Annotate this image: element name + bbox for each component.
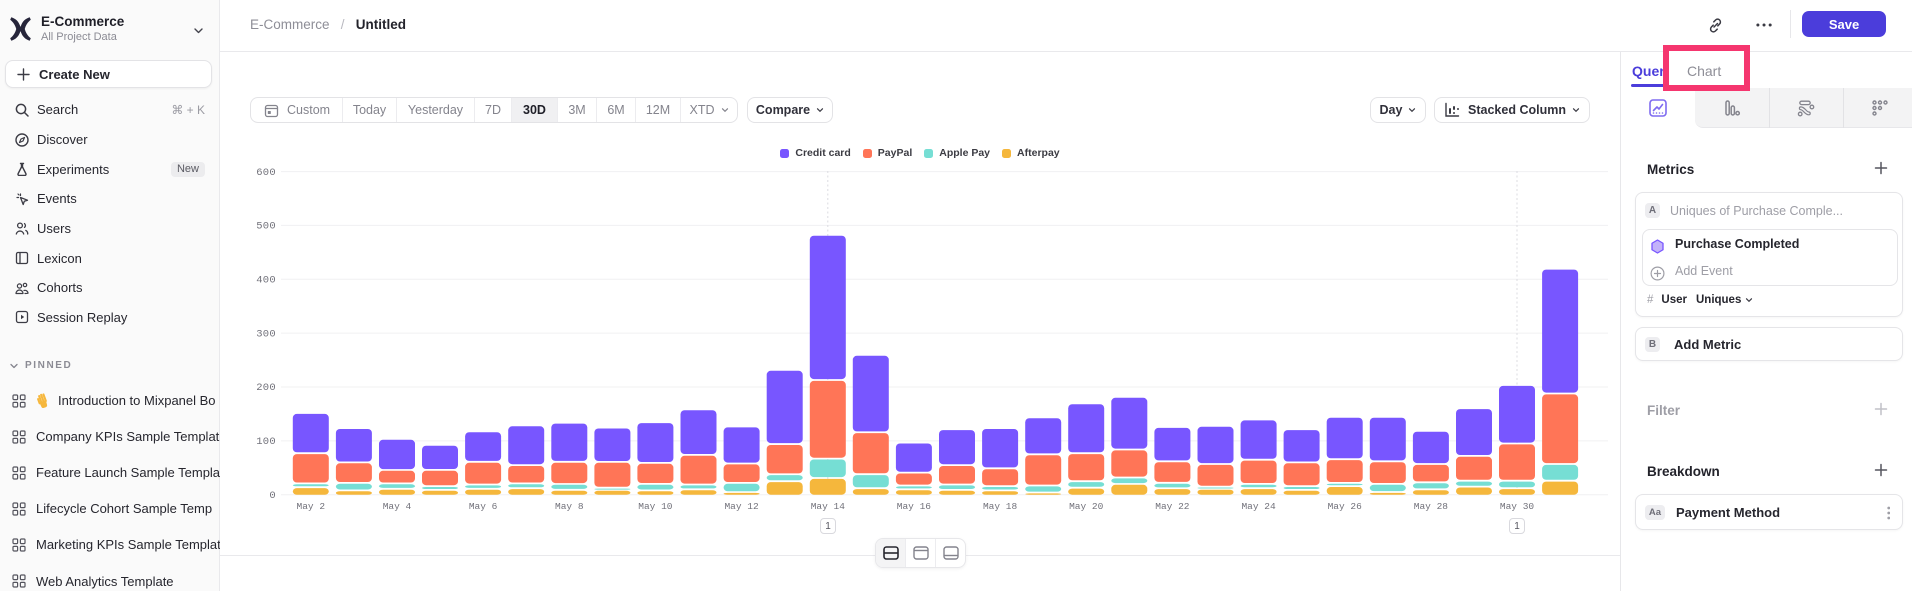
- svg-text:May 28: May 28: [1414, 501, 1449, 512]
- svg-text:200: 200: [256, 382, 276, 394]
- svg-text:May 24: May 24: [1241, 501, 1276, 512]
- svg-text:May 6: May 6: [469, 501, 498, 512]
- svg-text:300: 300: [256, 328, 276, 340]
- svg-text:May 18: May 18: [983, 501, 1018, 512]
- svg-text:May 20: May 20: [1069, 501, 1104, 512]
- svg-text:600: 600: [256, 167, 276, 179]
- svg-text:100: 100: [256, 436, 276, 448]
- svg-text:May 30: May 30: [1500, 501, 1535, 512]
- svg-text:400: 400: [256, 275, 276, 287]
- svg-text:0: 0: [269, 490, 276, 502]
- svg-text:500: 500: [256, 221, 276, 233]
- svg-text:May 26: May 26: [1328, 501, 1363, 512]
- svg-text:May 12: May 12: [724, 501, 759, 512]
- svg-text:May 4: May 4: [383, 501, 412, 512]
- svg-text:May 14: May 14: [811, 501, 846, 512]
- svg-text:May 22: May 22: [1155, 501, 1190, 512]
- svg-text:May 10: May 10: [638, 501, 673, 512]
- svg-text:May 2: May 2: [297, 501, 326, 512]
- svg-text:May 8: May 8: [555, 501, 584, 512]
- svg-text:May 16: May 16: [897, 501, 932, 512]
